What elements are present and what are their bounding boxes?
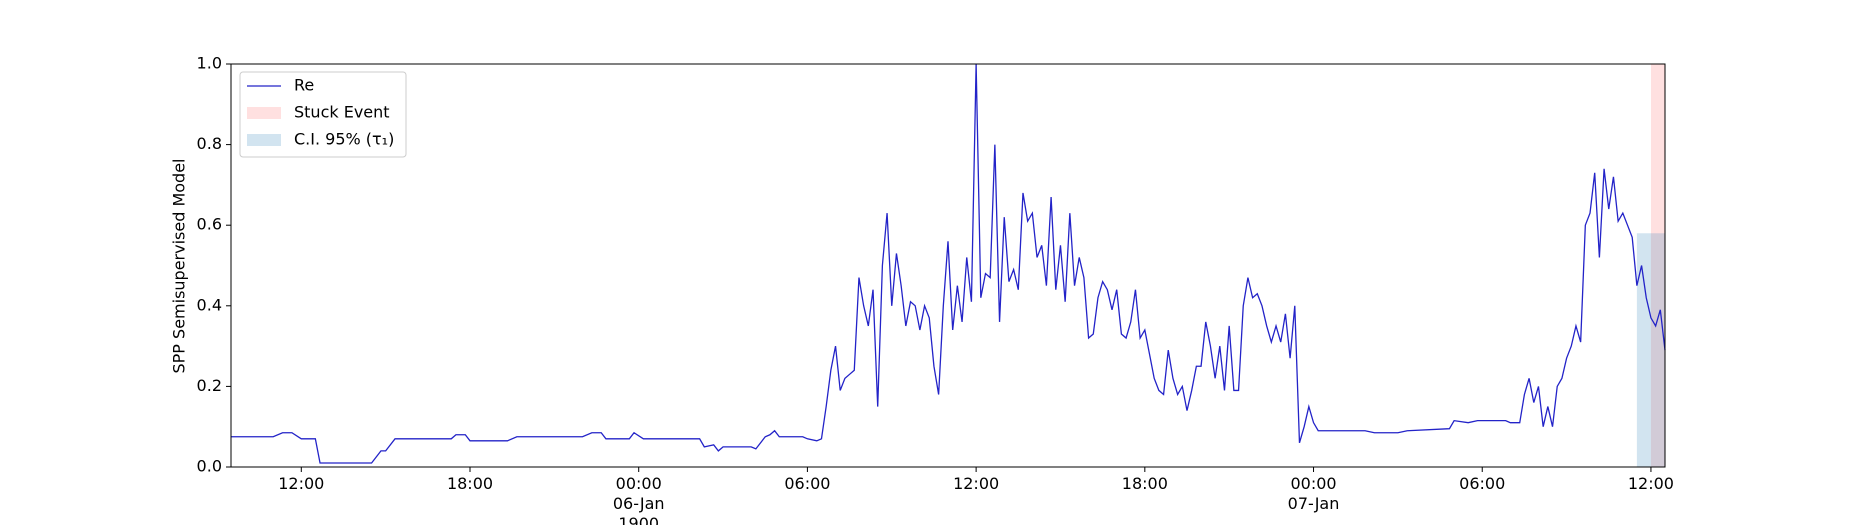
legend-patch — [247, 134, 281, 146]
legend-label: Stuck Event — [294, 103, 390, 122]
x-tick-label: 06:00 — [1459, 474, 1505, 493]
x-tick-label: 18:00 — [447, 474, 493, 493]
band — [1636, 233, 1665, 467]
x-tick-label: 12:00 — [953, 474, 999, 493]
y-tick-label: 0.8 — [197, 134, 222, 153]
legend-label: C.I. 95% (τ₁) — [294, 130, 394, 149]
x-tick-label: 12:00 — [278, 474, 324, 493]
legend-label: Re — [294, 76, 314, 95]
x-tick-label: 18:00 — [1122, 474, 1168, 493]
y-tick-label: 0.0 — [197, 457, 222, 476]
legend: Re Stuck Event C.I. 95% (τ₁) — [239, 71, 407, 158]
y-tick-label: 1.0 — [197, 54, 222, 73]
y-tick-label: 0.6 — [197, 215, 222, 234]
x-tick-label: 00:00 07-Jan — [1288, 474, 1340, 513]
legend-box — [239, 71, 407, 158]
x-tick-label: 12:00 — [1628, 474, 1674, 493]
x-tick-label: 00:00 06-Jan 1900 — [613, 474, 665, 525]
band — [1650, 64, 1665, 467]
data-line — [231, 63, 1666, 464]
plot-frame — [230, 63, 1666, 468]
x-tick-label: 06:00 — [784, 474, 830, 493]
y-tick-label: 0.4 — [197, 295, 222, 314]
y-axis-label: SPP Semisupervised Model — [170, 159, 189, 374]
legend-patch — [247, 107, 281, 119]
y-tick-label: 0.2 — [197, 376, 222, 395]
